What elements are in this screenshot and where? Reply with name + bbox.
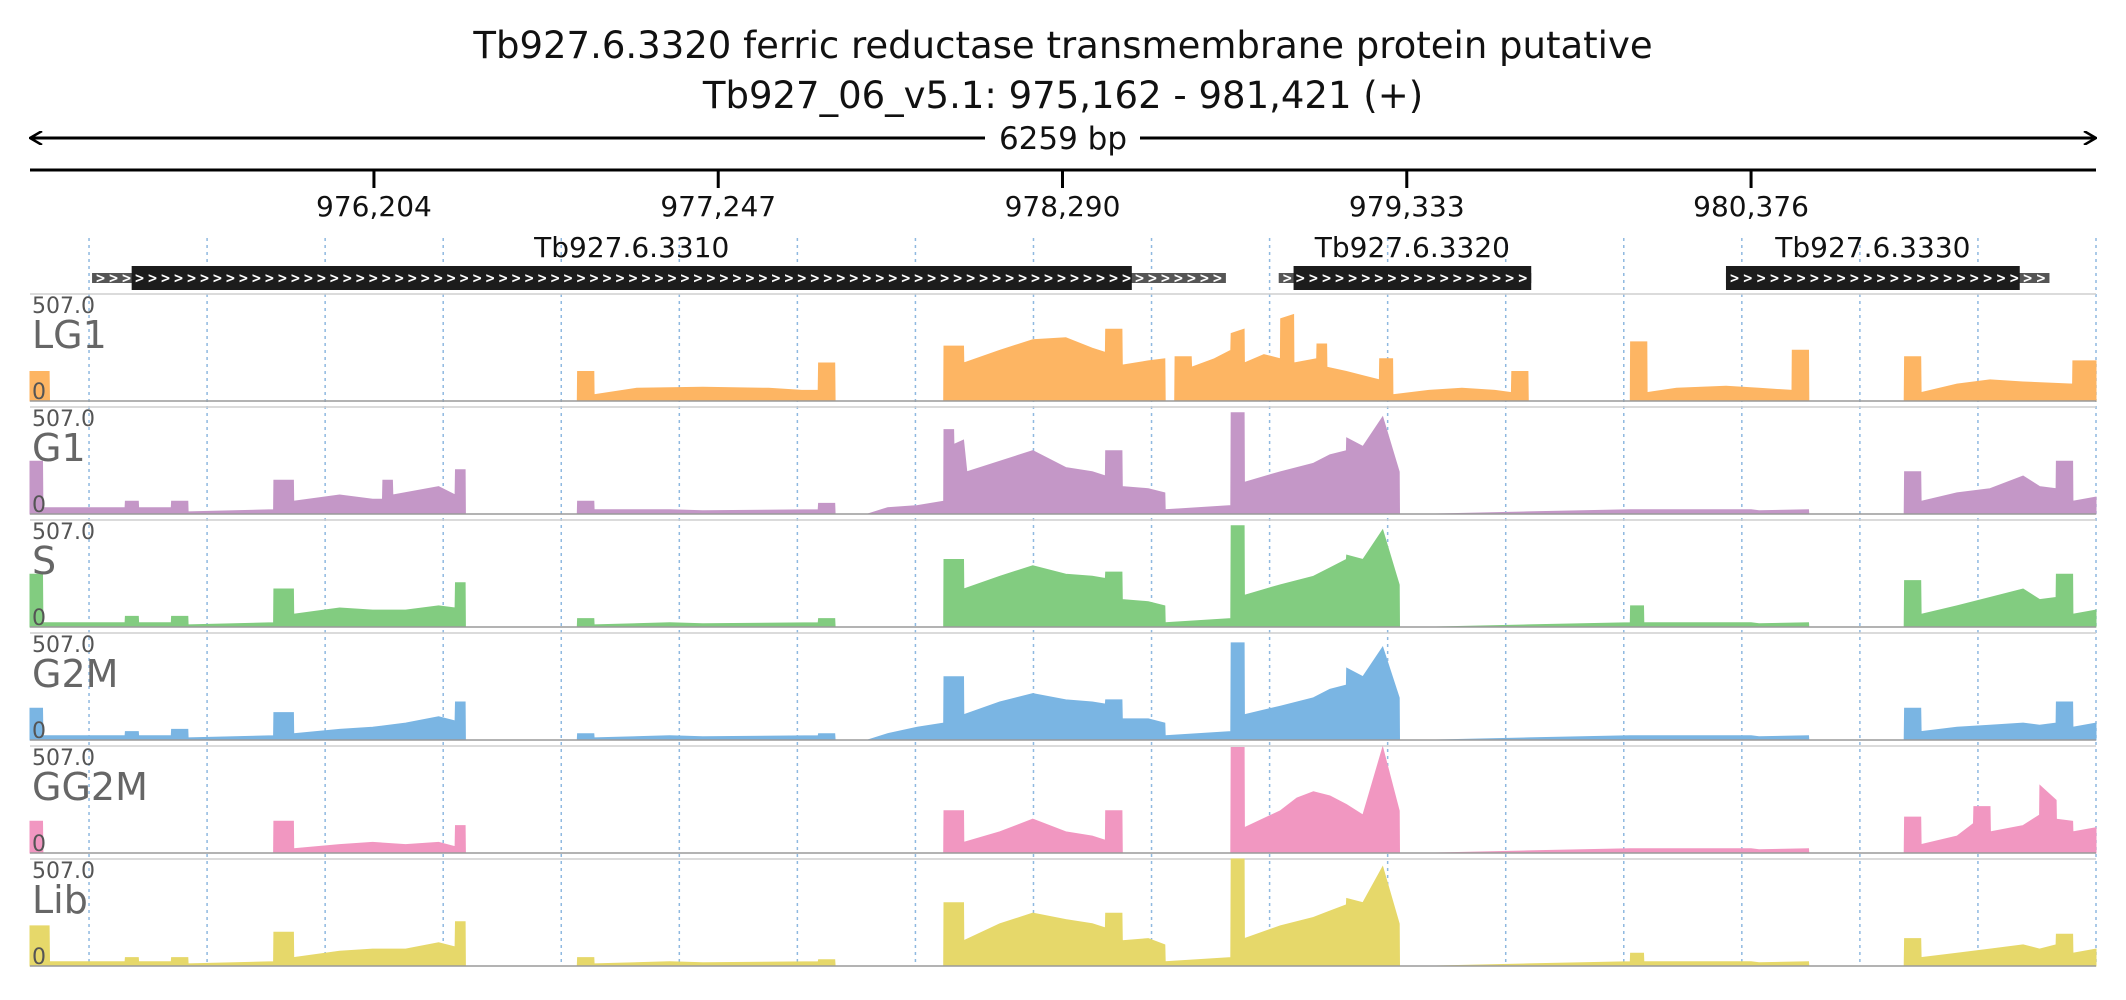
track-name-label: Lib bbox=[32, 878, 88, 922]
gene-label-0: Tb927.6.3310 bbox=[533, 231, 729, 264]
track-S: 507.0S 0 bbox=[29, 519, 2097, 631]
track-zero-label: 0 bbox=[32, 945, 46, 970]
track-max-label: 507.0 bbox=[32, 633, 95, 658]
chart-subtitle: Tb927_06_v5.1: 975,162 - 981,421 (+) bbox=[702, 74, 1423, 117]
track-zero-label: 0 bbox=[32, 380, 46, 405]
gene-cds bbox=[1293, 266, 1532, 290]
coverage-area-GG2M bbox=[29, 745, 2097, 854]
gene-Tb927.6.3320: >>>>>>>>>>>>>>>>>>> Tb927.6.3320 bbox=[1278, 231, 1532, 290]
track-zero-label: 0 bbox=[32, 606, 46, 631]
gene-Tb927.6.3310: >>>>>>>>>>>>>>>>>>>>>>>>>>>>>>>>>>>>>>>>… bbox=[92, 231, 1226, 290]
track-max-label: 507.0 bbox=[32, 746, 95, 771]
track-max-label: 507.0 bbox=[32, 859, 95, 884]
track-zero-label: 0 bbox=[32, 832, 46, 857]
coverage-area-G2M bbox=[29, 642, 2097, 741]
track-G1: 507.0G1 0 bbox=[29, 406, 2097, 518]
x-tick-label-4: 980,376 bbox=[1693, 190, 1809, 223]
coverage-area-LG1 bbox=[29, 313, 2097, 402]
track-name-label: GG2M bbox=[32, 765, 148, 809]
track-zero-label: 0 bbox=[32, 719, 46, 744]
strand-arrows: >>>>>>>>>>>>>>>>>>>>>>>>>>>>>>>>>>>>>>>>… bbox=[96, 269, 1222, 287]
strand-arrows: >>>>>>>>>>>>>>>>>>> bbox=[1283, 269, 1528, 287]
gene-label-2: Tb927.6.3330 bbox=[1774, 231, 1970, 264]
gene-cds bbox=[1725, 266, 2020, 290]
gene-cds bbox=[131, 266, 1132, 290]
chart-title: Tb927.6.3320 ferric reductase transmembr… bbox=[472, 24, 1652, 67]
track-zero-label: 0 bbox=[32, 493, 46, 518]
span-ruler: 6259 bp bbox=[30, 121, 2096, 157]
track-name-label: G2M bbox=[32, 652, 118, 696]
coverage-area-G1 bbox=[29, 412, 2097, 515]
x-axis: 976,204 977,247 978,290 979,333 980,376 bbox=[30, 168, 2096, 223]
gene-track: >>>>>>>>>>>>>>>>>>> >>>>>>>>>>>>>>>>>>>>>… bbox=[92, 231, 2050, 290]
x-tick-label-0: 976,204 bbox=[316, 190, 432, 223]
track-name-label: S bbox=[32, 539, 56, 583]
gene-Tb927.6.3330: >>>>>>>>>>>>>>>>>>>>>>>>Tb927.6.3330 bbox=[1725, 231, 2050, 290]
track-max-label: 507.0 bbox=[32, 520, 95, 545]
track-max-label: 507.0 bbox=[32, 294, 95, 319]
coverage-area-Lib bbox=[29, 858, 2097, 967]
coverage-tracks: 507.0LG10507.0G10507.0S0507.0G2M0507.0GG… bbox=[29, 293, 2097, 970]
track-name-label: LG1 bbox=[32, 313, 107, 357]
track-max-label: 507.0 bbox=[32, 407, 95, 432]
x-tick-label-2: 978,290 bbox=[1005, 190, 1121, 223]
x-tick-label-1: 977,247 bbox=[660, 190, 776, 223]
track-name-label: G1 bbox=[32, 426, 86, 470]
x-tick-label-3: 979,333 bbox=[1349, 190, 1465, 223]
span-label: 6259 bp bbox=[999, 121, 1127, 157]
gene-label-1: Tb927.6.3320 bbox=[1314, 231, 1510, 264]
coverage-area-S bbox=[29, 525, 2097, 628]
x-axis-ticks: 976,204 977,247 978,290 979,333 980,376 bbox=[316, 170, 1809, 223]
